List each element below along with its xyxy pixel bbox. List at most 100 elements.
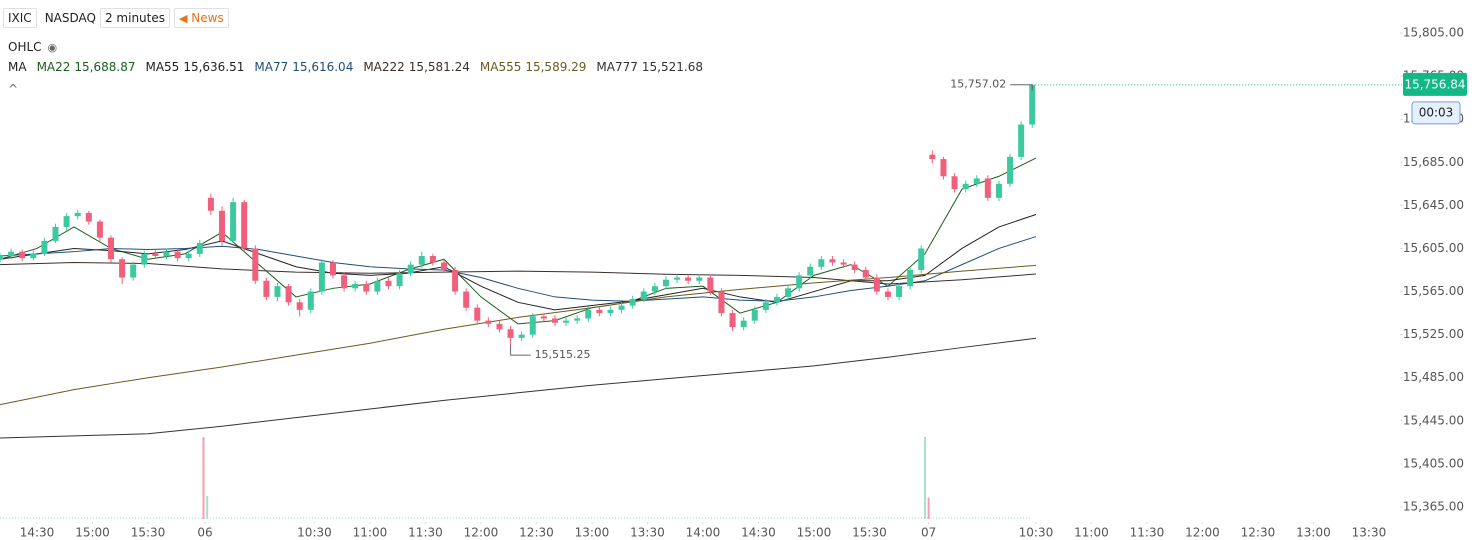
candle-body xyxy=(907,270,914,287)
last-price-label: 15,756.84 xyxy=(1404,77,1465,91)
candle-body xyxy=(307,291,314,310)
exchange: NASDAQ xyxy=(44,11,96,25)
candle-body xyxy=(829,259,836,263)
legend-item: MA222 15,581.24 xyxy=(363,60,470,74)
candle-body xyxy=(107,237,114,260)
y-tick-label: 15,405.00 xyxy=(1403,456,1464,470)
legend-item: MA22 15,688.87 xyxy=(37,60,136,74)
high-label: 15,757.02 xyxy=(950,78,1006,91)
candle-body xyxy=(851,264,858,270)
x-tick-label: 15:00 xyxy=(75,526,110,540)
candle-body xyxy=(19,251,26,259)
news-button[interactable]: ◀ News xyxy=(174,8,229,28)
legend-value: 15,688.87 xyxy=(74,60,136,74)
legend-item: MA555 15,589.29 xyxy=(480,60,587,74)
ohlc-row: OHLC ◉ xyxy=(8,40,57,54)
candle-body xyxy=(718,291,725,314)
candle-body xyxy=(74,212,81,217)
y-tick-label: 15,445.00 xyxy=(1403,413,1464,427)
candle-body xyxy=(119,259,126,278)
candle-body xyxy=(452,270,459,292)
countdown-label: 00:03 xyxy=(1419,105,1454,119)
x-tick-label: 10:30 xyxy=(297,526,332,540)
candle-body xyxy=(296,302,303,310)
candle-body xyxy=(0,255,3,260)
legend-value: 15,616.04 xyxy=(292,60,354,74)
legend-name: MA55 xyxy=(145,60,180,74)
candle-body xyxy=(163,251,170,256)
candle-body xyxy=(152,253,159,256)
candle-body xyxy=(796,275,803,289)
eye-icon[interactable]: ◉ xyxy=(47,40,58,54)
collapse-caret[interactable]: ^ xyxy=(8,82,19,96)
interval[interactable]: 2 minutes xyxy=(99,8,170,28)
candle-body xyxy=(85,212,92,222)
candle-body xyxy=(1007,156,1014,184)
x-tick-label: 11:00 xyxy=(353,526,388,540)
y-tick-label: 15,685.00 xyxy=(1403,155,1464,169)
candle-body xyxy=(96,221,103,238)
candle-body xyxy=(740,320,747,328)
legend-value: 15,581.24 xyxy=(408,60,470,74)
candle-body xyxy=(551,318,558,323)
candle-body xyxy=(507,329,514,338)
candle-body xyxy=(1029,84,1036,125)
volume-bar xyxy=(927,497,930,519)
countdown-box xyxy=(1411,101,1461,125)
candle-body xyxy=(30,253,37,259)
candle-body xyxy=(607,309,614,314)
news-label: News xyxy=(191,11,224,25)
candle-body xyxy=(185,253,192,259)
x-tick-label: 15:30 xyxy=(131,526,166,540)
candle-body xyxy=(241,202,248,249)
candle-body xyxy=(896,286,903,297)
candle-body xyxy=(618,305,625,310)
candle-body xyxy=(973,178,980,184)
x-tick-label: 06 xyxy=(197,526,212,540)
candle-body xyxy=(596,309,603,314)
legend-value: 15,636.51 xyxy=(183,60,245,74)
candle-body xyxy=(207,197,214,211)
ma-line xyxy=(0,214,1037,311)
candle-body xyxy=(696,277,703,281)
candle-body xyxy=(218,210,225,241)
candle-body xyxy=(862,270,869,278)
x-tick-label: 12:30 xyxy=(519,526,554,540)
low-pointer xyxy=(510,345,531,356)
candle-body xyxy=(407,264,414,274)
candle-body xyxy=(574,318,581,321)
candle-body xyxy=(884,291,891,297)
x-tick-label: 13:30 xyxy=(630,526,665,540)
legend-item: MA777 15,521.68 xyxy=(596,60,703,74)
candle-body xyxy=(762,302,769,310)
candle-body xyxy=(540,316,547,319)
candle-body xyxy=(518,334,525,338)
candle-body xyxy=(374,280,381,292)
x-tick-label: 12:00 xyxy=(1185,526,1220,540)
candle-body xyxy=(485,320,492,324)
candle-body xyxy=(529,316,536,335)
candle-body xyxy=(918,248,925,270)
header: IXIC NASDAQ 2 minutes ◀ News xyxy=(3,8,233,28)
candle-body xyxy=(951,176,958,190)
ma-label: MA xyxy=(8,60,27,74)
candle-body xyxy=(707,277,714,292)
candle-body xyxy=(252,248,259,281)
news-icon: ◀ xyxy=(179,12,188,25)
ma-line xyxy=(0,157,1037,325)
candle-body xyxy=(729,313,736,328)
x-tick-label: 11:30 xyxy=(408,526,443,540)
candle-body xyxy=(585,309,592,319)
x-tick-label: 14:30 xyxy=(20,526,55,540)
candle-body xyxy=(674,277,681,280)
candle-body xyxy=(995,183,1002,198)
candle-body xyxy=(63,216,70,227)
x-tick-label: 07 xyxy=(921,526,936,540)
legend-name: MA777 xyxy=(596,60,638,74)
symbol[interactable]: IXIC xyxy=(3,8,37,28)
candle-body xyxy=(773,296,780,303)
candle-body xyxy=(474,307,481,321)
candle-body xyxy=(174,251,181,259)
x-tick-label: 13:00 xyxy=(575,526,610,540)
